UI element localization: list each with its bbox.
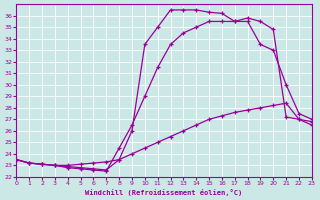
X-axis label: Windchill (Refroidissement éolien,°C): Windchill (Refroidissement éolien,°C) (85, 189, 243, 196)
